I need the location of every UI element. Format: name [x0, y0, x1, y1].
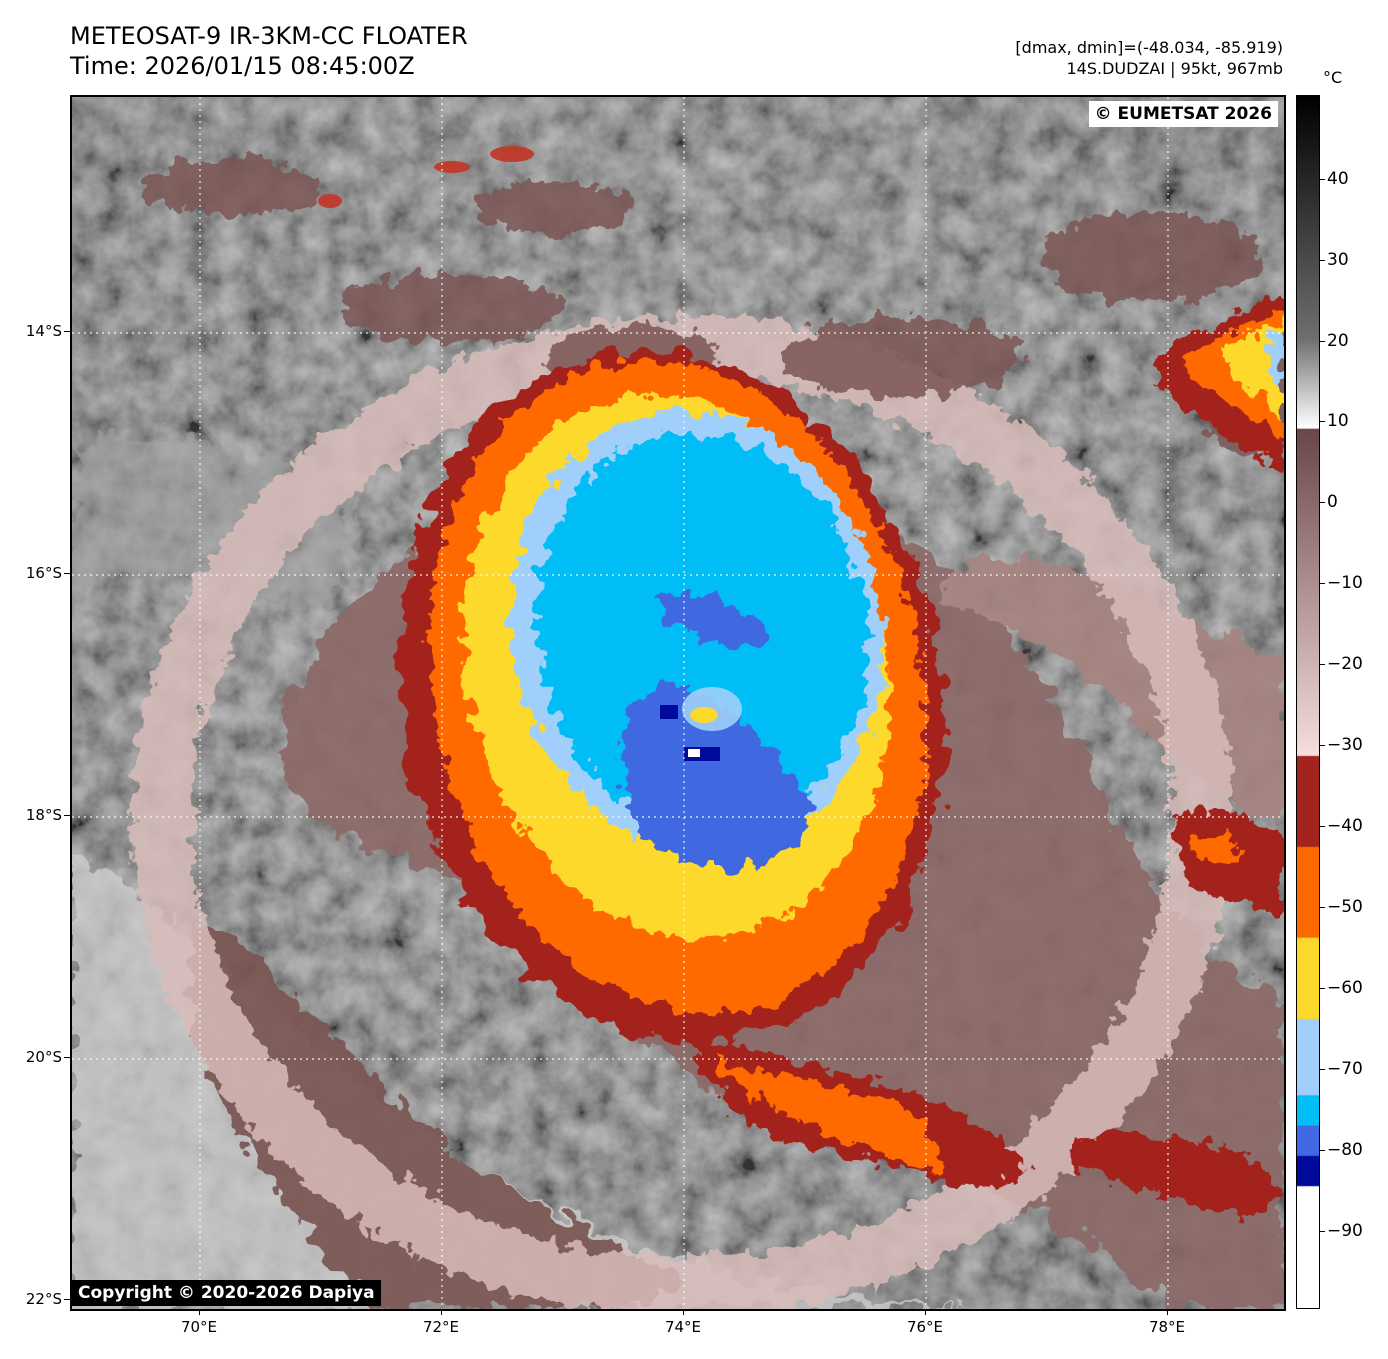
- colorbar-tick: −70: [1327, 1059, 1363, 1079]
- colorbar-tick: −60: [1327, 978, 1363, 998]
- colorbar-tick: 30: [1327, 250, 1349, 270]
- colorbar-tick: −50: [1327, 897, 1363, 917]
- lat-label: 22°S: [25, 1290, 62, 1308]
- lat-label: 16°S: [25, 564, 62, 582]
- colorbar-tick: 40: [1327, 169, 1349, 189]
- ir-imagery: [72, 97, 1284, 1309]
- colorbar-tick: −30: [1327, 735, 1363, 755]
- colorbar-unit: °C: [1323, 68, 1343, 87]
- colorbar-tick: 20: [1327, 331, 1349, 351]
- graticule: [72, 97, 1284, 1309]
- colorbar-tick: 0: [1327, 492, 1338, 512]
- timestamp: Time: 2026/01/15 08:45:00Z: [70, 52, 415, 80]
- lon-label: 76°E: [906, 1318, 944, 1336]
- storm-info: 14S.DUDZAI | 95kt, 967mb: [1066, 59, 1284, 78]
- colorbar-tick: −20: [1327, 654, 1363, 674]
- copyright-badge: Copyright © 2020-2026 Dapiya: [72, 1280, 381, 1306]
- colorbar: [1296, 95, 1320, 1309]
- lat-label: 20°S: [25, 1048, 62, 1066]
- colorbar-tick: 10: [1327, 411, 1349, 431]
- colorbar-tick: −90: [1327, 1221, 1363, 1241]
- colorbar-tick: −10: [1327, 573, 1363, 593]
- temperature-range: [dmax, dmin]=(-48.034, -85.919): [1015, 38, 1283, 57]
- lon-label: 72°E: [422, 1318, 460, 1336]
- eumetsat-badge: © EUMETSAT 2026: [1088, 101, 1278, 127]
- satellite-image: [70, 95, 1286, 1311]
- lon-label: 70°E: [180, 1318, 218, 1336]
- colorbar-tick: −40: [1327, 816, 1363, 836]
- lon-label: 78°E: [1148, 1318, 1186, 1336]
- colorbar-tick: −80: [1327, 1140, 1363, 1160]
- product-title: METEOSAT-9 IR-3KM-CC FLOATER: [70, 22, 468, 50]
- lat-label: 18°S: [25, 806, 62, 824]
- lat-label: 14°S: [25, 322, 62, 340]
- lon-label: 74°E: [664, 1318, 702, 1336]
